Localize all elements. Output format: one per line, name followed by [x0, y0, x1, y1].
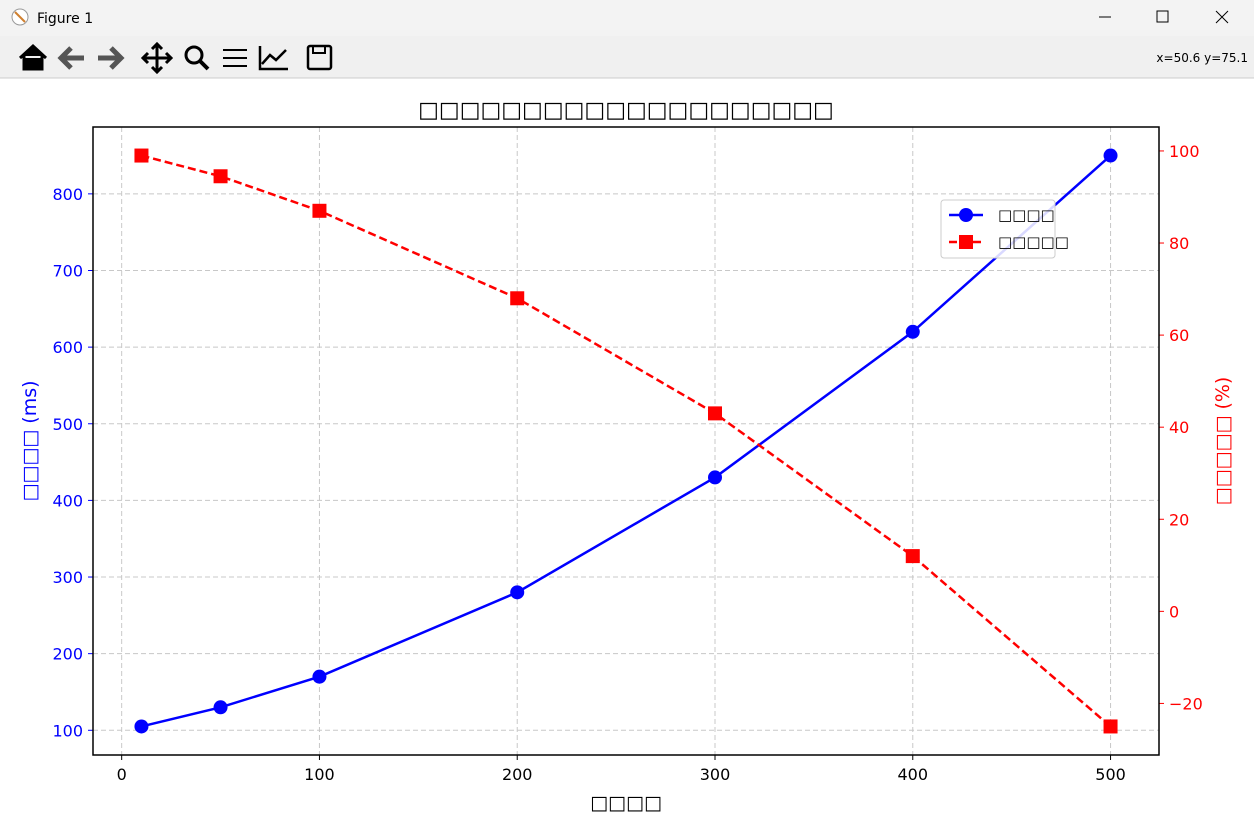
- point: [510, 585, 525, 600]
- y2-tick-label: 0: [1169, 602, 1179, 621]
- point: [1103, 148, 1118, 163]
- plot-frame: [92, 126, 1160, 756]
- save-button[interactable]: [312, 45, 326, 54]
- y2-tick-label: 100: [1169, 142, 1200, 161]
- point: [213, 700, 228, 715]
- home-button[interactable]: [18, 43, 48, 71]
- chart-title: □□□□□□□□□□□□□□□□□□□□: [418, 98, 834, 123]
- point: [213, 169, 228, 184]
- close-button[interactable]: [1215, 10, 1229, 24]
- y-axis-label: □□□□ (ms): [19, 380, 41, 501]
- y-tick-label: 400: [52, 491, 83, 510]
- point: [905, 549, 920, 564]
- toolbar: [0, 36, 1254, 78]
- y-tick-label: 700: [52, 261, 83, 280]
- y2-axis-label: □□□□□ (%): [1212, 377, 1234, 506]
- x-tick-label: 0: [117, 765, 127, 784]
- point: [312, 669, 327, 684]
- legend-marker: [959, 208, 973, 222]
- y2-tick-label: 40: [1169, 418, 1189, 437]
- point: [905, 324, 920, 339]
- point: [707, 470, 722, 485]
- point: [134, 719, 149, 734]
- zoom-button[interactable]: [198, 59, 210, 71]
- cursor-status: x=50.6 y=75.1: [1156, 51, 1248, 65]
- configure-button[interactable]: [223, 49, 247, 67]
- x-tick-label: 400: [897, 765, 928, 784]
- axes-button[interactable]: [258, 46, 288, 71]
- y-tick-label: 100: [52, 721, 83, 740]
- x-axis-label: □□□□: [590, 792, 662, 814]
- maximize-button[interactable]: [1156, 10, 1169, 23]
- legend-label: □□□□□: [998, 233, 1069, 251]
- pan-button[interactable]: [140, 41, 174, 75]
- point: [312, 203, 327, 218]
- x-tick-label: 200: [502, 765, 533, 784]
- x-tick-label: 100: [304, 765, 335, 784]
- legend-marker: [959, 235, 973, 249]
- y2-tick-label: 60: [1169, 326, 1189, 345]
- title-bar: [0, 0, 1254, 36]
- window-title: Figure 1: [37, 11, 93, 27]
- y2-tick-label: 80: [1169, 234, 1189, 253]
- app-icon: [14, 11, 26, 23]
- x-tick-label: 500: [1095, 765, 1126, 784]
- point: [510, 291, 525, 306]
- legend-label: □□□□: [998, 206, 1055, 224]
- point: [1103, 719, 1118, 734]
- y-tick-label: 200: [52, 645, 83, 664]
- forward-button[interactable]: [98, 46, 125, 70]
- y-tick-label: 800: [52, 185, 83, 204]
- back-button[interactable]: [57, 46, 84, 70]
- y-tick-label: 500: [52, 415, 83, 434]
- y2-tick-label: −20: [1169, 694, 1203, 713]
- x-tick-label: 300: [700, 765, 731, 784]
- y-tick-label: 300: [52, 568, 83, 587]
- y2-tick-label: 20: [1169, 510, 1189, 529]
- y-tick-label: 600: [52, 338, 83, 357]
- point: [134, 148, 149, 163]
- point: [707, 406, 722, 421]
- zoom-button[interactable]: [184, 45, 204, 65]
